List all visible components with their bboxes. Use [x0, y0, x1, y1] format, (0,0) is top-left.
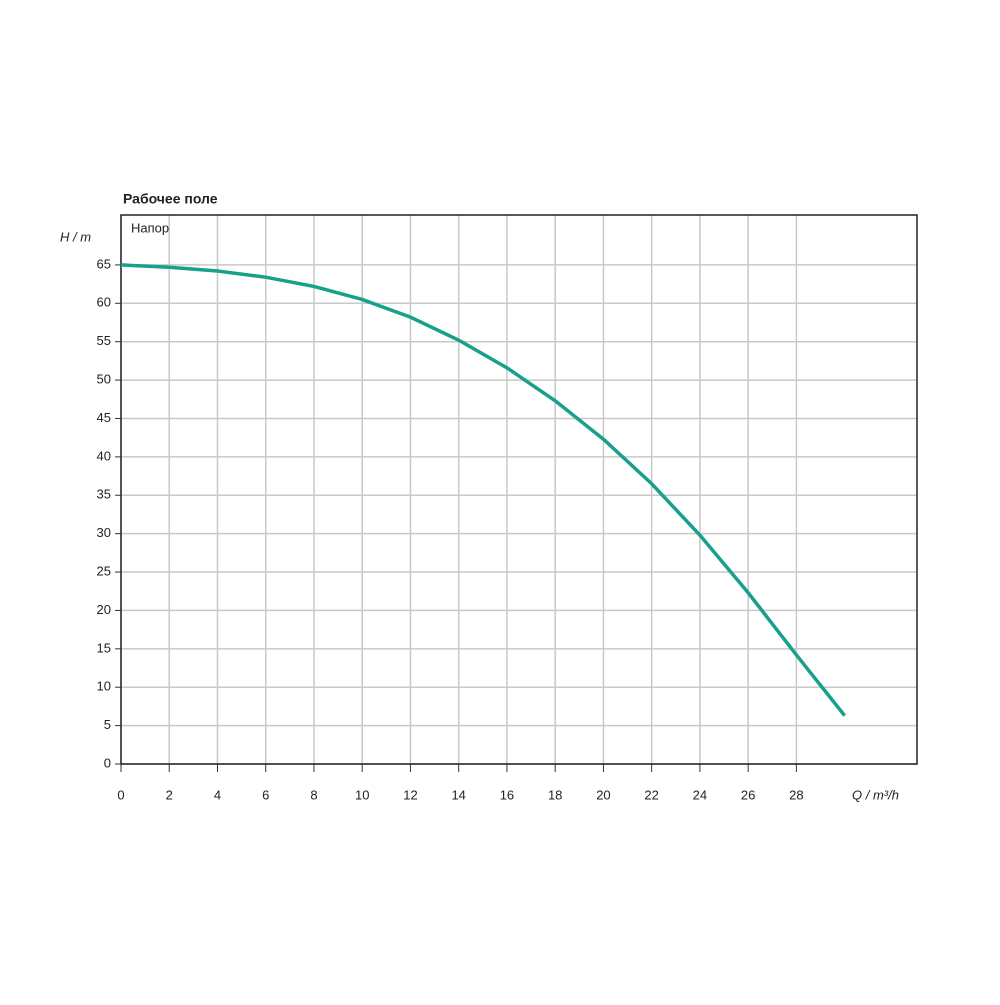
- x-tick-label: 18: [548, 787, 562, 802]
- line: [120, 263, 847, 717]
- y-tick-label: 15: [97, 640, 111, 655]
- y-tick-label: 55: [97, 333, 111, 348]
- x-tick-label: 22: [644, 787, 658, 802]
- x-tick-label: 0: [117, 787, 124, 802]
- x-tick-label: 24: [693, 787, 707, 802]
- y-tick-label: 25: [97, 563, 111, 578]
- chart-title: Рабочее поле: [123, 191, 218, 207]
- x-tick-label: 20: [596, 787, 610, 802]
- y-axis-label: H / m: [60, 229, 91, 244]
- x-tick-label: 12: [403, 787, 417, 802]
- y-tick-label: 10: [97, 679, 111, 694]
- x-tick-label: 8: [310, 787, 317, 802]
- y-tick-label: 45: [97, 410, 111, 425]
- x-tick-label: 10: [355, 787, 369, 802]
- x-tick-label: 26: [741, 787, 755, 802]
- x-tick-label: 16: [500, 787, 514, 802]
- y-tick-label: 60: [97, 295, 111, 310]
- plot-frame: [120, 214, 918, 765]
- y-tick-label: 40: [97, 448, 111, 463]
- y-tick-label: 50: [97, 372, 111, 387]
- legend-label: Напор: [131, 220, 169, 235]
- x-tick-label: 2: [166, 787, 173, 802]
- x-tick-label: 14: [451, 787, 465, 802]
- y-tick-label: 0: [104, 755, 111, 770]
- x-tick-label: 28: [789, 787, 803, 802]
- y-tick-label: 30: [97, 525, 111, 540]
- x-axis-label: Q / m³/h: [852, 787, 899, 802]
- x-tick-label: 4: [214, 787, 221, 802]
- y-tick-label: 65: [97, 256, 111, 271]
- y-tick-label: 20: [97, 602, 111, 617]
- y-tick-label: 35: [97, 487, 111, 502]
- y-tick-label: 5: [104, 717, 111, 732]
- x-tick-label: 6: [262, 787, 269, 802]
